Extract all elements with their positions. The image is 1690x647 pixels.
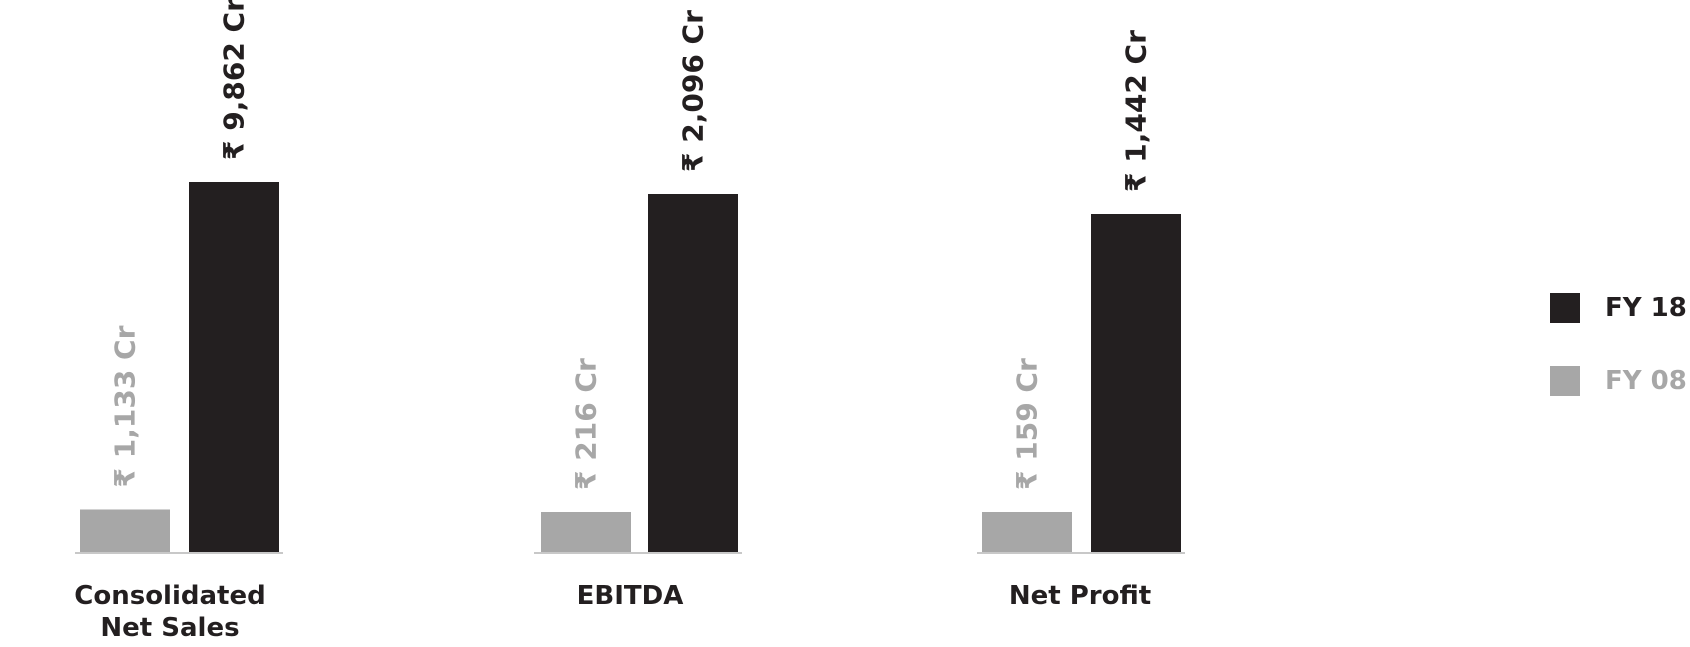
value-label-fy18-consolidated-net-sales: ₹ 9,862 Cr [218,0,251,160]
bar-fy18-consolidated-net-sales [189,182,279,552]
value-label-fy08-net-profit: ₹ 159 Cr [1011,358,1044,490]
category-label-ebitda: EBITDA [520,580,740,612]
legend-swatch-fy18 [1550,293,1580,323]
legend-label-fy08: FY 08 [1605,366,1687,396]
value-label-fy18-ebitda: ₹ 2,096 Cr [677,10,710,172]
category-label-net-profit: Net Profit [965,580,1195,612]
bar-fy08-net-profit [982,512,1072,552]
legend-label-fy18: FY 18 [1605,293,1687,323]
value-label-fy18-net-profit: ₹ 1,442 Cr [1120,30,1153,192]
bar-fy18-net-profit [1091,214,1181,552]
value-label-fy08-ebitda: ₹ 216 Cr [570,358,603,490]
legend-item-fy08: FY 08 [1550,365,1687,397]
bar-fy08-consolidated-net-sales [80,509,170,552]
category-label-line: EBITDA [576,581,684,611]
category-label-line: Net Profit [1008,581,1152,611]
legend-swatch-fy08 [1550,366,1580,396]
category-label-line: Consolidated [74,581,266,611]
bar-fy18-ebitda [648,194,738,552]
bar-fy08-ebitda [541,512,631,552]
category-label-consolidated-net-sales: Consolidated Net Sales [60,580,280,644]
category-label-line: Net Sales [100,613,240,643]
legend-item-fy18: FY 18 [1550,292,1687,324]
value-label-fy08-consolidated-net-sales: ₹ 1,133 Cr [109,325,142,487]
